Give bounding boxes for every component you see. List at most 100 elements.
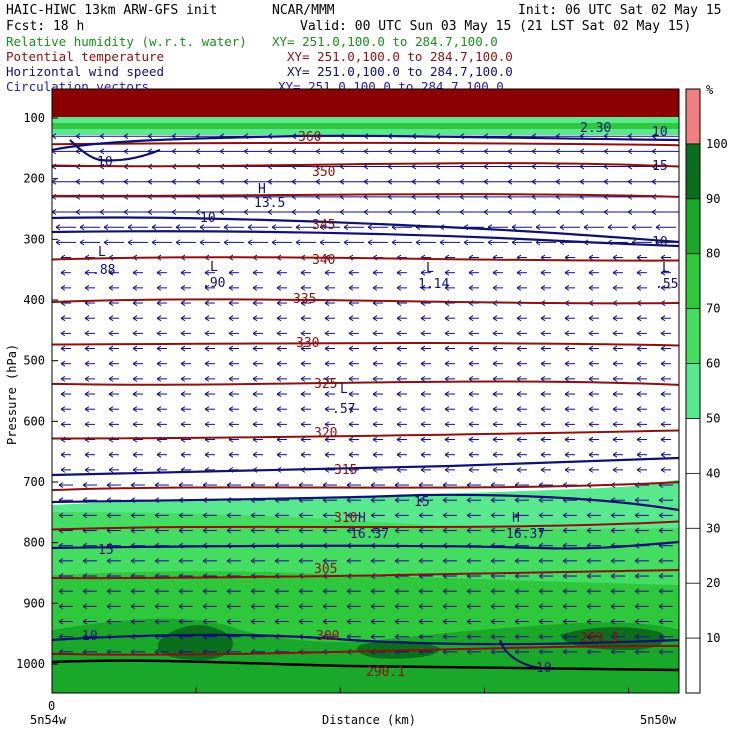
wind-vector — [123, 209, 152, 215]
wind-vector — [180, 406, 191, 413]
wind-vector — [228, 345, 239, 352]
wind-vector — [348, 421, 359, 428]
extrema-value: .90 — [202, 276, 225, 291]
wind-vector — [483, 178, 512, 185]
field-rh-name: Relative humidity (w.r.t. water) — [6, 34, 247, 49]
wind-vector — [562, 633, 577, 640]
wind-vector — [370, 603, 385, 610]
wind-vector — [564, 451, 575, 458]
wind-vector — [300, 330, 311, 337]
wind-vector — [75, 209, 104, 215]
wind-vector — [612, 406, 623, 413]
wind-vector — [315, 209, 344, 215]
wind-vector — [106, 557, 121, 564]
wind-vector — [466, 497, 481, 504]
wind-vector — [147, 178, 176, 185]
wind-vector — [276, 375, 287, 382]
wind-vector — [156, 451, 167, 458]
wind-vector — [420, 451, 431, 458]
wind-vector — [372, 330, 383, 337]
wind-vector — [132, 330, 143, 337]
wind-vector — [487, 239, 508, 246]
wind-vector — [444, 421, 455, 428]
wind-vector — [394, 588, 409, 595]
wind-vector — [274, 512, 289, 519]
wind-vector — [442, 633, 457, 640]
wind-contour-10-low — [52, 633, 679, 646]
wind-contour-10-left — [69, 139, 161, 162]
wind-vector — [396, 360, 407, 367]
wind-vector — [396, 330, 407, 337]
wind-vector — [343, 239, 364, 246]
wind-vector — [627, 148, 656, 155]
wind-vector — [346, 557, 361, 564]
wind-vector — [250, 512, 265, 519]
wind-vector — [514, 618, 529, 625]
wind-vector — [658, 573, 673, 579]
wind-vector — [60, 345, 71, 352]
wind-vector — [634, 633, 649, 640]
wind-vector — [588, 315, 599, 322]
wind-vector — [538, 573, 553, 579]
wind-vector — [418, 557, 433, 564]
wind-vector — [627, 209, 656, 215]
wind-vector — [612, 330, 623, 337]
wind-vector — [223, 224, 244, 231]
wind-vector — [468, 421, 479, 428]
wind-vector — [363, 178, 392, 185]
wind-vector — [252, 284, 263, 291]
wind-vector — [370, 618, 385, 625]
extrema-value: 13.5 — [254, 196, 285, 211]
wind-vector — [180, 315, 191, 322]
surface-line — [52, 659, 679, 672]
theta-contour-line — [52, 193, 679, 198]
wind-vector — [180, 330, 191, 337]
wind-vector — [492, 269, 503, 276]
wind-vector — [108, 269, 119, 276]
wind-vector — [514, 557, 529, 564]
wind-vector — [372, 345, 383, 352]
theta-label-330: 330 — [296, 336, 319, 351]
wind-vector — [370, 588, 385, 595]
wind-vector — [492, 451, 503, 458]
wind-vector — [372, 284, 383, 291]
wind-vector — [252, 345, 263, 352]
wind-vector — [252, 451, 263, 458]
wind-vector — [195, 209, 224, 215]
wind-vector — [444, 269, 455, 276]
wind-vector — [435, 178, 464, 185]
wind-vector — [252, 375, 263, 382]
colorbar-tick-label: 20 — [706, 576, 720, 590]
wind-vector — [490, 557, 505, 564]
wind-vector — [267, 209, 296, 215]
wind-vector — [60, 360, 71, 367]
wind-vector — [564, 406, 575, 413]
wind-vector — [586, 648, 601, 655]
theta-label-350: 350 — [312, 165, 335, 180]
wind-vector — [564, 421, 575, 428]
wind-vector — [442, 497, 457, 504]
wind-vector — [276, 315, 287, 322]
wind-vector — [339, 148, 368, 155]
wind-vector — [60, 269, 71, 276]
theta-label-300: 300 — [316, 629, 339, 644]
wind-vector — [132, 300, 143, 306]
wind-vector — [468, 391, 479, 397]
field-theta-xy: XY= 251.0,100.0 to 284.7,100.0 — [287, 49, 513, 64]
wind-vector — [228, 406, 239, 413]
wind-vector — [538, 512, 553, 519]
field-wind-name: Horizontal wind speed — [6, 64, 164, 79]
wind-vector — [538, 497, 553, 504]
wind-vector — [564, 360, 575, 367]
theta-label-320: 320 — [314, 426, 337, 441]
wind-vector — [108, 466, 119, 473]
wind-vector — [538, 648, 553, 655]
wind-vector — [538, 527, 553, 534]
wind-vector — [459, 148, 488, 155]
wind-vector — [252, 330, 263, 337]
wind-vector — [75, 178, 104, 185]
wind-vector — [627, 178, 656, 185]
wind-vector — [252, 421, 263, 428]
theta-contour-line — [52, 380, 679, 386]
wind-vector — [660, 436, 671, 443]
